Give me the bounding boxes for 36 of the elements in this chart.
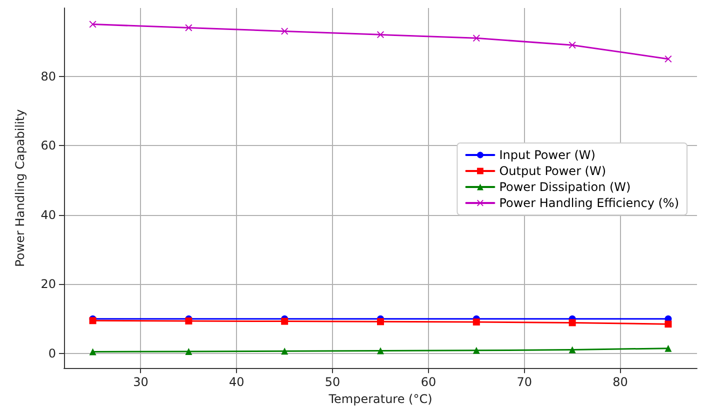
x-tick-label: 70: [516, 375, 532, 390]
y-axis-title: Power Handling Capability: [13, 109, 27, 267]
point: [281, 28, 288, 35]
point: [185, 348, 192, 355]
legend-label: Input Power (W): [499, 148, 596, 162]
point: [568, 42, 576, 49]
legend-label: Output Power (W): [499, 164, 606, 178]
y-tick-label: 40: [40, 208, 56, 222]
point: [185, 24, 192, 32]
legend-label: Power Handling Efficiency (%): [499, 196, 680, 210]
point: [664, 344, 672, 352]
point: [568, 319, 576, 326]
point: [472, 34, 480, 42]
point: [281, 318, 288, 325]
y-tick-label: 0: [48, 346, 56, 361]
x-tick-label: 40: [228, 375, 244, 390]
point: [664, 55, 672, 62]
point: [377, 318, 384, 326]
point: [89, 20, 96, 28]
y-tick-label: 60: [40, 138, 56, 153]
x-tick-label: 80: [612, 375, 628, 390]
legend-label: Power Dissipation (W): [499, 180, 631, 194]
y-tick-label: 80: [40, 69, 56, 84]
y-tick-label: 20: [40, 277, 56, 292]
x-tick-label: 30: [133, 375, 148, 390]
point: [472, 318, 480, 326]
point: [664, 320, 672, 328]
x-tick-label: 50: [324, 375, 340, 390]
point: [89, 348, 96, 356]
x-axis-title: Temperature (°C): [328, 392, 432, 406]
point: [568, 346, 576, 354]
point: [472, 346, 480, 354]
x-tick-label: 60: [420, 375, 436, 390]
point: [377, 31, 384, 38]
point: [281, 348, 288, 355]
point: [377, 347, 384, 354]
